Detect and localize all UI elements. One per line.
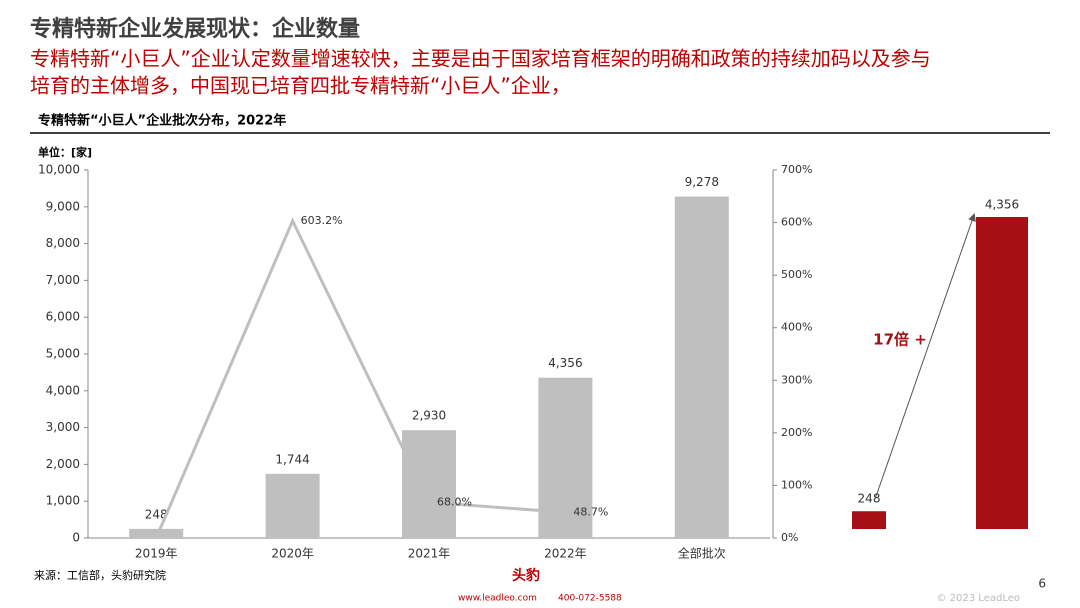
bar [129,528,184,538]
bar-label: 248 [858,492,881,506]
y2-tick-label: 100% [781,478,812,491]
line [154,217,566,539]
chart-title: 专精特新“小巨人”企业批次分布，2022年 [38,113,286,129]
y-tick-label: 1,000 [46,494,80,508]
annotation: 17倍 + [873,331,927,349]
line-label: 603.2% [301,214,343,227]
bar [402,430,456,538]
y-tick-label: 0 [72,531,80,545]
slide-subtitle: 专精特新“小巨人”企业认定数量增速较快，主要是由于国家培育框架的明确和政策的持续… [30,47,931,71]
y-tick-label: 2,000 [46,457,80,471]
x-tick-label: 2020年 [271,547,314,561]
y2-tick-label: 0% [781,531,798,544]
y2-tick-label: 400% [781,321,812,334]
bar [852,511,886,529]
page-number: 6 [1038,577,1046,591]
line-label: 68.0% [437,495,472,508]
x-tick-label: 2021年 [408,547,451,561]
bar-label: 2,930 [412,409,446,423]
bar-label: 4,356 [548,356,582,370]
bar [674,196,729,539]
y-tick-label: 10,000 [38,163,80,177]
y2-tick-label: 600% [781,216,812,229]
y-axis-label: 单位：[家] [38,145,92,159]
y2-tick-label: 200% [781,426,812,439]
y-tick-label: 3,000 [46,420,80,434]
bar [976,217,1028,529]
source: 来源：工信部，头豹研究院 [34,568,166,582]
x-tick-label: 2019年 [135,547,178,561]
website: www.leadleo.com [458,594,537,604]
slide-title: 专精特新企业发展现状：企业数量 [30,16,360,42]
y-tick-label: 7,000 [46,273,80,287]
y2-tick-label: 300% [781,373,812,386]
y-tick-label: 5,000 [46,347,80,361]
bar-label: 9,278 [685,175,719,189]
bar [265,473,320,538]
y-tick-label: 8,000 [46,236,80,250]
y-tick-label: 9,000 [46,199,80,213]
y2-tick-label: 500% [781,268,812,281]
slide-subtitle: 培育的主体增多，中国现已培育四批专精特新“小巨人”企业， [30,74,571,98]
bar-label: 4,356 [985,198,1019,212]
copyright: © 2023 LeadLeo [937,593,1021,604]
x-tick-label: 2022年 [544,547,587,561]
y-tick-label: 4,000 [46,383,80,397]
y2-tick-label: 700% [781,163,812,176]
bar-label: 248 [145,507,168,521]
growth-arrow [874,213,976,500]
phone: 400-072-5588 [558,594,622,604]
bar-label: 1,744 [275,452,309,466]
logo: 头豹 [512,567,540,584]
x-tick-label: 全部批次 [678,546,726,561]
line-label: 48.7% [573,505,608,518]
y-tick-label: 6,000 [46,310,80,324]
